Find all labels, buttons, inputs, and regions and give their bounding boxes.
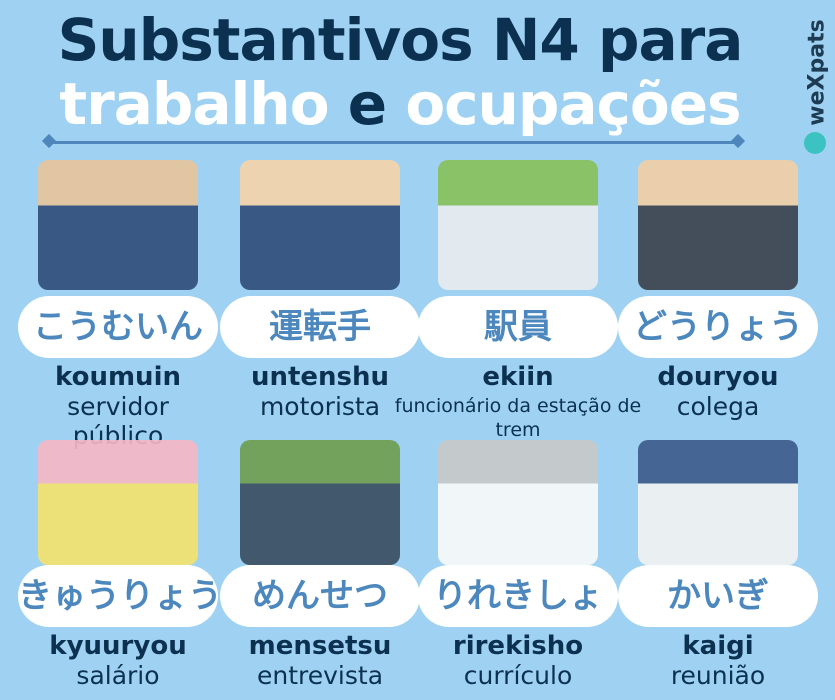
translation: currículo xyxy=(463,661,573,690)
public-servants-illustration xyxy=(38,160,198,290)
translation: entrevista xyxy=(256,661,384,690)
japanese-word-pill: かいぎ xyxy=(618,565,818,627)
title-word: ocupações xyxy=(405,70,741,138)
translation: servidor público xyxy=(67,392,169,450)
title-word: trabalho xyxy=(59,70,329,138)
japanese-word-pill: りれきしょ xyxy=(418,565,618,627)
romaji: ekiin xyxy=(482,362,554,392)
station-staff-illustration xyxy=(438,160,598,290)
japanese-word-pill: 駅員 xyxy=(418,296,618,358)
interview-illustration xyxy=(240,440,400,565)
translation: motorista xyxy=(259,392,381,421)
romaji: untenshu xyxy=(250,362,390,392)
japanese-word-pill: どうりょう xyxy=(618,296,818,358)
romaji: kyuuryou xyxy=(49,631,187,661)
translation: reunião xyxy=(670,661,766,690)
title-line-1: Substantivos N4 para xyxy=(57,6,744,74)
japanese-word-pill: めんせつ xyxy=(220,565,420,627)
meeting-illustration xyxy=(638,440,798,565)
title-word: e xyxy=(347,70,387,138)
driver-illustration xyxy=(240,160,400,290)
title-line-2: trabalho e ocupações xyxy=(0,70,800,138)
japanese-word-pill: こうむいん xyxy=(18,296,218,358)
logo-chat-icon xyxy=(804,132,826,154)
japanese-word-pill: きゅうりょう xyxy=(18,565,218,627)
romaji: kaigi xyxy=(682,631,754,661)
romaji: koumuin xyxy=(55,362,181,392)
translation: colega xyxy=(676,392,760,421)
japanese-word-pill: 運転手 xyxy=(220,296,420,358)
translation: salário xyxy=(76,661,160,690)
wexpats-logo: weXpats xyxy=(800,19,832,154)
romaji: mensetsu xyxy=(248,631,392,661)
divider xyxy=(48,141,738,144)
romaji: rirekisho xyxy=(452,631,584,661)
salary-illustration xyxy=(38,440,198,565)
coworkers-illustration xyxy=(638,160,798,290)
translation: funcionário da estação de trem xyxy=(394,395,642,441)
logo-text: weXpats xyxy=(804,19,830,126)
resume-illustration xyxy=(438,440,598,565)
romaji: douryou xyxy=(657,362,779,392)
